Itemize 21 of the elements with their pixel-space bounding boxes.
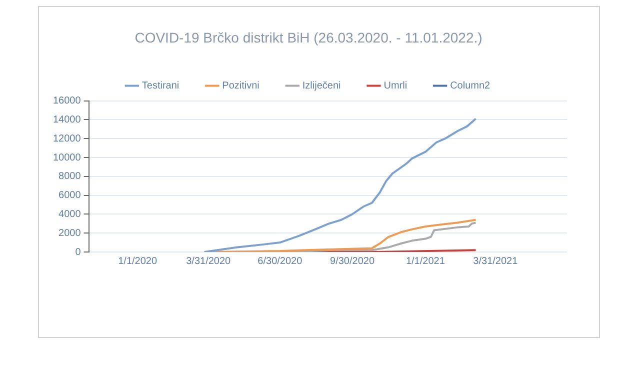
legend-label: Testirani [142, 80, 180, 92]
y-tick-label: 12000 [52, 133, 82, 144]
legend-label: Pozitivni [222, 80, 260, 92]
x-tick-label: 1/1/2021 [406, 256, 446, 267]
y-tick-label: 8000 [58, 171, 82, 182]
x-tick-label: 9/30/2020 [330, 256, 375, 267]
y-tick-label: 2000 [58, 228, 82, 239]
x-tick-label: 3/31/2021 [473, 256, 518, 267]
y-tick-label: 4000 [58, 208, 82, 220]
x-tick-label: 6/30/2020 [258, 256, 303, 267]
legend-label: Column2 [450, 80, 491, 92]
legend-label: Izliječeni [302, 80, 341, 92]
legend-label: Umrli [384, 80, 408, 92]
x-tick-label: 1/1/2020 [118, 256, 158, 267]
y-tick-label: 6000 [58, 190, 82, 202]
y-tick-label: 10000 [52, 152, 82, 164]
y-tick-label: 0 [75, 246, 82, 258]
y-tick-label: 16000 [52, 96, 82, 107]
x-tick-label: 3/31/2020 [186, 256, 232, 267]
y-tick-label: 14000 [52, 114, 82, 126]
chart-title: COVID-19 Brčko distrikt BiH (26.03.2020. - 11.01.2022.) [134, 29, 482, 46]
